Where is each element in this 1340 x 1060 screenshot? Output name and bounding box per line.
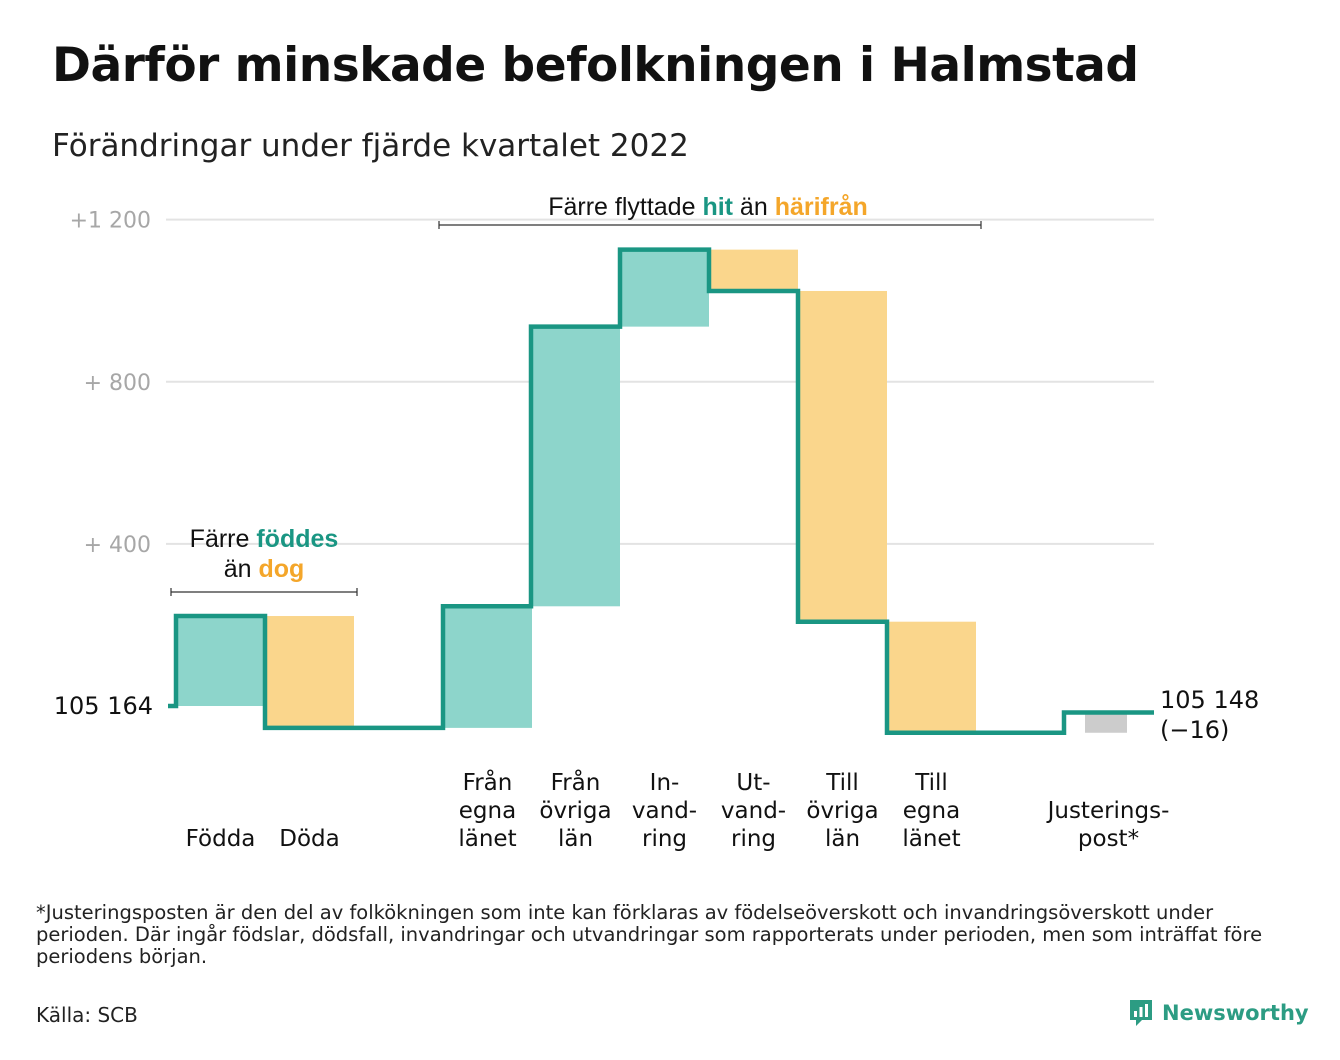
y-tick-label: + 400: [84, 533, 151, 558]
end-value-label: 105 148: [1160, 686, 1259, 714]
bar-fran-egna: [443, 606, 532, 728]
annotation-highlight-hit: hit: [702, 193, 733, 221]
bars: [176, 249, 1127, 733]
annotation-text: än: [733, 193, 775, 221]
category-label-fran-egna: egna: [459, 798, 516, 824]
bar-doda: [265, 616, 354, 728]
y-tick-label: + 800: [84, 371, 151, 396]
running-total-line: [168, 247, 1154, 735]
chart-subtitle: Förändringar under fjärde kvartalet 2022: [52, 128, 689, 164]
category-label-utvandring: ring: [731, 826, 776, 852]
moves-annotation: Färre flyttade hit än härifrån: [548, 193, 868, 221]
start-value-label: 105 164: [54, 692, 153, 720]
category-label-till-ovriga: Till: [825, 770, 859, 796]
bar-till-egna: [887, 621, 976, 733]
annotation-highlight-fodda: föddes: [256, 525, 338, 553]
births-annotation-line2: än dog: [224, 555, 305, 583]
category-label-fodda: Födda: [186, 826, 256, 852]
newsworthy-icon: [1130, 1000, 1152, 1026]
bar-fran-ovriga: [531, 326, 620, 607]
category-label-till-egna: länet: [902, 826, 960, 852]
bar-invandring: [620, 249, 709, 327]
category-label-justering: post*: [1078, 826, 1139, 852]
annotation-text: Färre: [190, 525, 257, 553]
category-label-invandring: In-: [650, 770, 680, 796]
category-label-till-egna: egna: [903, 798, 960, 824]
source-label: Källa: SCB: [36, 1003, 138, 1027]
end-change-label: (−16): [1160, 716, 1229, 744]
category-label-fran-ovriga: län: [558, 826, 593, 852]
category-label-till-egna: Till: [914, 770, 948, 796]
category-label-fran-egna: länet: [458, 826, 516, 852]
waterfall-chart: + 400 + 800 +1 200 105 164 105 148(−16) Född…: [54, 193, 1260, 852]
bar-fodda: [176, 616, 265, 706]
bar-utvandring: [709, 249, 798, 291]
bar-till-ovriga: [798, 290, 887, 622]
category-label-utvandring: vand-: [721, 798, 786, 824]
category-label-fran-egna: Från: [463, 768, 513, 796]
gridlines: + 400 + 800 +1 200: [70, 209, 1154, 558]
category-label-doda: Döda: [279, 826, 339, 852]
annotation-text: än: [224, 555, 259, 583]
running-total-line: [168, 247, 1154, 735]
category-label-utvandring: Ut-: [736, 770, 770, 796]
annotation-highlight-harifran: härifrån: [775, 193, 868, 221]
category-label-fran-ovriga: övriga: [539, 798, 611, 824]
brand-logo: Newsworthy: [1128, 998, 1309, 1028]
footnote: *Justeringsposten är den del av folkökni…: [36, 901, 1263, 968]
category-labels: 105 164 105 148(−16)Födda DödaFrånegnaläne…: [54, 686, 1260, 852]
category-label-invandring: ring: [642, 826, 687, 852]
category-label-fran-ovriga: Från: [551, 768, 601, 796]
chart-title: Därför minskade befolkningen i Halmstad: [52, 38, 1139, 93]
category-label-justering: Justerings-: [1046, 798, 1170, 824]
category-label-invandring: vand-: [632, 798, 697, 824]
births-annotation-line1: Färre föddes: [190, 525, 339, 553]
annotation-text: Färre flyttade: [548, 193, 702, 221]
category-label-till-ovriga: övriga: [806, 798, 878, 824]
y-tick-label: +1 200: [70, 209, 151, 234]
category-label-till-ovriga: län: [825, 826, 860, 852]
bar-justering: [1085, 712, 1127, 733]
annotation-highlight-doda: dog: [258, 555, 304, 583]
brand-name: Newsworthy: [1162, 1001, 1309, 1025]
